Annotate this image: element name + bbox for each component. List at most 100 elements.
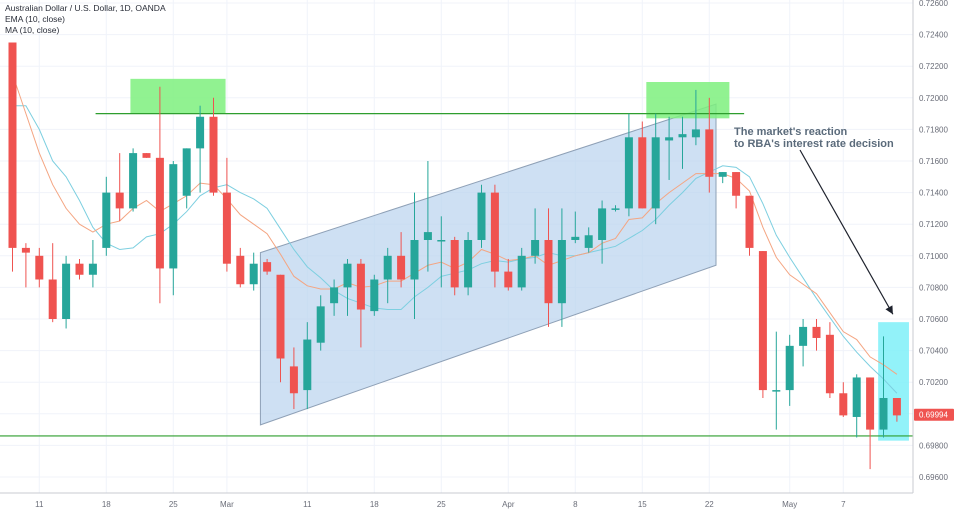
price-tick-label: 0.71000: [919, 252, 948, 261]
price-tick-label: 0.69600: [919, 473, 948, 482]
date-tick-label: 11: [35, 500, 44, 509]
candle: [370, 274, 379, 316]
candle: [651, 113, 660, 225]
candle-body: [88, 263, 97, 275]
candle: [48, 243, 57, 323]
candle: [812, 319, 821, 351]
candle-body: [825, 334, 834, 394]
price-tick-label: 0.71600: [919, 157, 948, 166]
candle-body: [370, 279, 379, 312]
candle-body: [557, 240, 566, 304]
candle: [263, 258, 272, 275]
price-tick-label: 0.71400: [919, 189, 948, 198]
candle-body: [705, 129, 714, 177]
candle-body: [517, 255, 526, 288]
candle-body: [196, 116, 205, 149]
annotation-arrowhead: [885, 305, 893, 315]
candle: [678, 116, 687, 169]
candle: [249, 252, 258, 291]
candle: [303, 322, 312, 410]
candle-body: [169, 164, 178, 269]
resistance-zone-right: [646, 82, 730, 119]
candle-body: [531, 240, 540, 256]
candle: [316, 295, 325, 351]
candle-body: [129, 153, 138, 209]
candle: [423, 161, 432, 272]
candle: [598, 200, 607, 264]
candle: [330, 279, 339, 316]
price-tick-label: 0.71200: [919, 220, 948, 229]
date-tick-label: 11: [303, 500, 312, 509]
ascending-channel: [259, 103, 717, 426]
candle: [785, 334, 794, 406]
candle-body: [691, 129, 700, 138]
candle: [544, 208, 553, 327]
candle-body: [397, 255, 406, 280]
candle: [102, 176, 111, 256]
candle: [892, 398, 901, 422]
candle-body: [383, 255, 392, 280]
candle-body: [316, 306, 325, 343]
candle: [531, 208, 540, 264]
candle-body: [611, 208, 620, 210]
price-tick-label: 0.72400: [919, 31, 948, 40]
candle: [464, 232, 473, 296]
candle: [236, 247, 245, 288]
candle: [584, 227, 593, 253]
last-price-label: 0.69994: [919, 411, 948, 420]
date-tick-label: 15: [638, 500, 647, 509]
candle-body: [584, 235, 593, 248]
candle-body: [21, 247, 30, 253]
candle-body: [35, 255, 44, 280]
candle-body: [464, 240, 473, 288]
candle: [879, 336, 888, 438]
candle: [383, 247, 392, 304]
candle-body: [678, 134, 687, 138]
chart-legend: Australian Dollar / U.S. Dollar, 1D, OAN…: [5, 3, 166, 36]
candle: [437, 216, 446, 288]
candle-body: [477, 192, 486, 240]
candle-body: [437, 240, 446, 242]
candle: [745, 195, 754, 256]
candle-body: [142, 153, 151, 158]
price-tick-label: 0.72000: [919, 94, 948, 103]
candle: [129, 148, 138, 212]
candle-body: [732, 172, 741, 196]
candle-body: [209, 116, 218, 193]
candle-body: [8, 42, 17, 248]
candle-body: [772, 390, 781, 392]
candle-body: [879, 398, 888, 430]
candle: [490, 184, 499, 288]
candle: [155, 86, 164, 304]
candle: [222, 157, 231, 272]
candle: [21, 243, 30, 288]
date-tick-label: 8: [573, 500, 578, 509]
candle: [289, 347, 298, 410]
candle: [356, 258, 365, 348]
candle-body: [303, 339, 312, 391]
candle: [88, 240, 97, 288]
candle-body: [624, 137, 633, 209]
price-tick-label: 0.70800: [919, 283, 948, 292]
price-tick-label: 0.70600: [919, 315, 948, 324]
candle: [866, 377, 875, 470]
candle-body: [758, 251, 767, 391]
candle: [169, 161, 178, 296]
price-tick-label: 0.72200: [919, 62, 948, 71]
candle: [624, 113, 633, 217]
candle: [142, 153, 151, 158]
candle-body: [222, 192, 231, 264]
candle-body: [718, 172, 727, 177]
price-tick-label: 0.70400: [919, 347, 948, 356]
candle: [75, 258, 84, 280]
date-tick-label: Mar: [220, 500, 234, 509]
date-tick-label: Apr: [502, 500, 515, 509]
candle-body: [839, 393, 848, 416]
date-tick-label: 25: [169, 500, 178, 509]
price-tick-label: 0.71800: [919, 125, 948, 134]
candle: [758, 251, 767, 398]
candle: [397, 232, 406, 288]
candle-body: [62, 263, 71, 319]
candle: [343, 258, 352, 316]
